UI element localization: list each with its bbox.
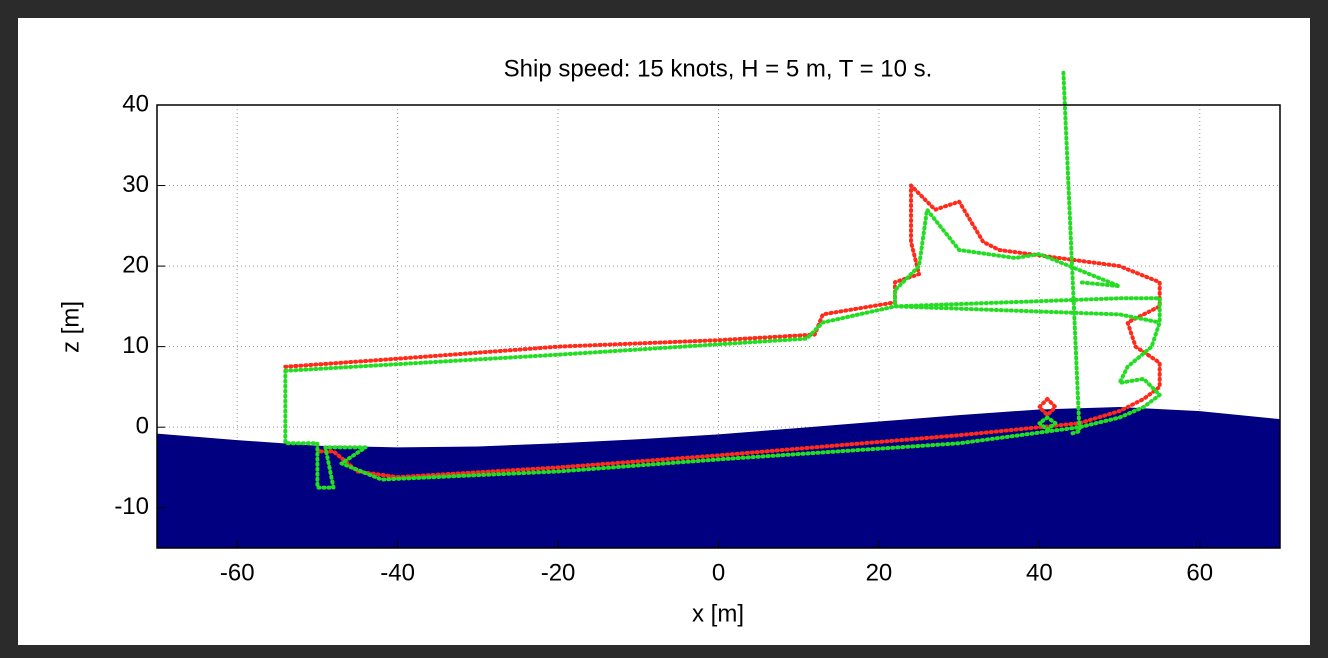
x-tick-label: 20 bbox=[866, 559, 893, 586]
x-axis-label: x [m] bbox=[692, 600, 744, 627]
x-tick-label: 0 bbox=[712, 559, 725, 586]
y-tick-label: -10 bbox=[114, 493, 149, 520]
y-axis-label: z [m] bbox=[57, 301, 84, 353]
x-tick-label: 40 bbox=[1026, 559, 1053, 586]
chart-title: Ship speed: 15 knots, H = 5 m, T = 10 s. bbox=[504, 55, 933, 82]
x-tick-label: -60 bbox=[220, 559, 255, 586]
ship-outline bbox=[283, 70, 1162, 490]
y-tick-label: 30 bbox=[122, 171, 149, 198]
figure-background bbox=[18, 18, 1310, 645]
x-tick-label: -40 bbox=[380, 559, 415, 586]
ship-outline bbox=[283, 183, 1162, 480]
wave-area bbox=[157, 407, 1280, 548]
x-tick-label: 60 bbox=[1186, 559, 1213, 586]
y-tick-label: 0 bbox=[136, 413, 149, 440]
plot-area bbox=[157, 70, 1280, 548]
y-tick-label: 10 bbox=[122, 332, 149, 359]
y-tick-label: 20 bbox=[122, 251, 149, 278]
y-tick-label: 40 bbox=[122, 90, 149, 117]
x-tick-label: -20 bbox=[541, 559, 576, 586]
